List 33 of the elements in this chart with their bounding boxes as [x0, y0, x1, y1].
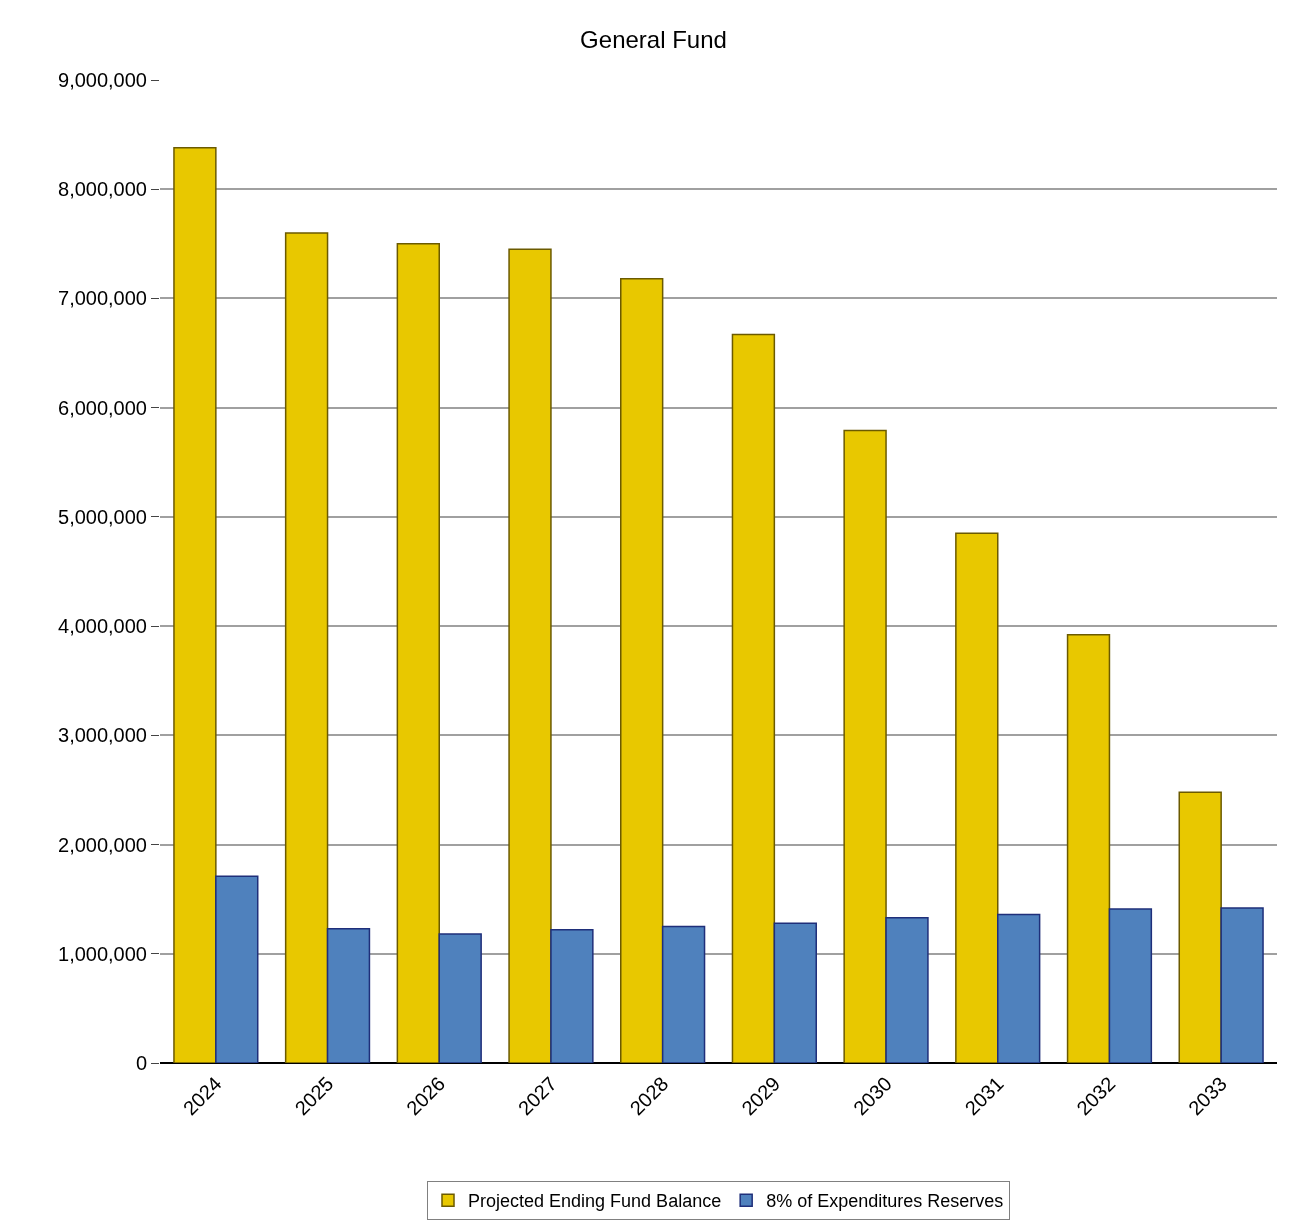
bar: [661, 925, 706, 1063]
y-tick-label: 6,000,000: [58, 396, 147, 419]
bar: [997, 913, 1041, 1063]
y-tick-label: 4,000,000: [58, 615, 147, 638]
y-tick-label: 2,000,000: [58, 833, 147, 856]
y-tick-label: 8,000,000: [58, 178, 147, 201]
bar: [326, 927, 371, 1063]
y-tick-label: 5,000,000: [58, 505, 147, 528]
y-tick-label: 1,000,000: [58, 942, 147, 965]
bar: [438, 933, 482, 1063]
bar: [550, 929, 594, 1063]
bar: [1108, 908, 1153, 1063]
bar: [731, 333, 776, 1063]
y-tick-label: 9,000,000: [58, 69, 147, 91]
chart-title: General Fund: [580, 25, 727, 53]
legend-label: 8% of Expenditures Reserves: [766, 1191, 1004, 1212]
bar: [620, 278, 664, 1063]
legend-label: Projected Ending Fund Balance: [468, 1191, 722, 1212]
bar: [773, 922, 817, 1063]
y-tick-label: 7,000,000: [58, 287, 147, 310]
y-tick-label: 0: [135, 1052, 147, 1074]
bar: [1066, 634, 1111, 1063]
bar: [885, 916, 929, 1063]
bar: [396, 243, 440, 1063]
bar: [284, 232, 329, 1063]
y-tick-label: 3,000,000: [58, 724, 147, 747]
bar: [508, 248, 552, 1063]
bar: [843, 429, 887, 1063]
bar: [1220, 907, 1264, 1063]
bar: [173, 146, 217, 1063]
bar: [955, 532, 999, 1063]
bar: [215, 875, 259, 1063]
bar: [1178, 791, 1222, 1063]
